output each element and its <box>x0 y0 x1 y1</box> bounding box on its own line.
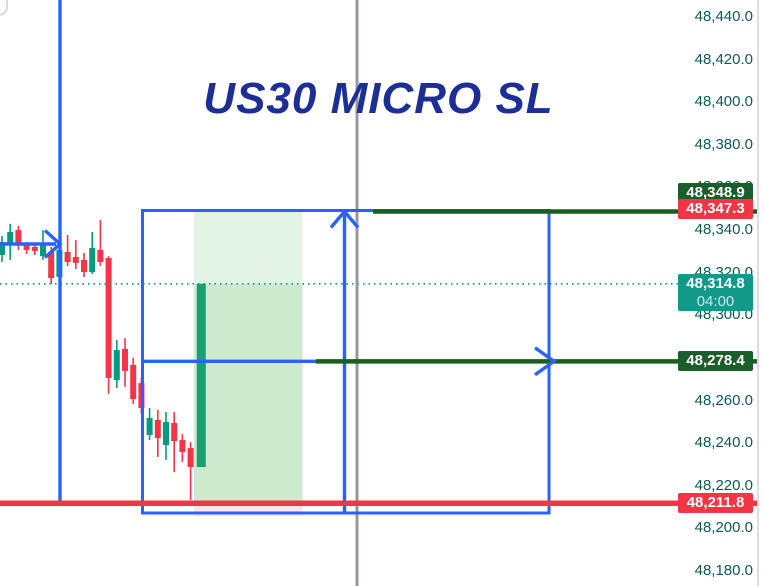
arrow-left-entry-head[interactable] <box>43 229 63 259</box>
axis-badge-price: 48,348.9 <box>686 184 745 202</box>
candle-body <box>122 348 128 371</box>
axis-badge-price: 48,347.3 <box>686 200 745 218</box>
axis-badge: 48,348.9 <box>678 183 753 204</box>
candle-body <box>130 364 137 400</box>
axis-badge-price: 48,211.8 <box>686 494 745 512</box>
candle-body <box>171 422 178 442</box>
axis-tick: 48,440.0 <box>694 8 753 25</box>
axis-tick: 48,200.0 <box>694 519 753 537</box>
axis-badge: 48,211.8 <box>678 493 753 514</box>
candle-body <box>163 422 169 446</box>
candle-body <box>23 244 30 250</box>
candle-body <box>81 259 87 273</box>
projection-zone-risk[interactable] <box>194 505 303 517</box>
candle-body <box>97 249 104 263</box>
arrow-up-head[interactable] <box>329 208 360 229</box>
axis-tick: 48,260.0 <box>694 391 753 409</box>
candle-body <box>40 243 46 257</box>
axis-tick: 48,380.0 <box>694 135 753 153</box>
candle-body <box>15 230 22 244</box>
candle-body <box>187 448 194 468</box>
axis-tick: 48,420.0 <box>694 50 753 68</box>
axis-right-border <box>757 0 759 586</box>
axis-badge-price: 48,314.8 <box>686 275 745 293</box>
candle-body <box>64 252 71 263</box>
candle-body <box>105 257 112 378</box>
axis-badge: 48,278.4 <box>678 351 753 372</box>
axis-badge: 48,314.8 04:00 <box>678 274 753 312</box>
candle-body <box>179 439 186 453</box>
axis-tick: 48,220.0 <box>694 476 753 494</box>
live-candle <box>196 283 206 468</box>
candle-body <box>31 246 38 251</box>
candle-body <box>146 418 153 436</box>
candle-body <box>0 242 5 256</box>
candle-body <box>72 256 79 263</box>
axis-badge-price: 48,278.4 <box>686 352 745 370</box>
projection-zone-upper[interactable] <box>194 211 303 284</box>
axis-tick: 48,180.0 <box>694 562 753 579</box>
candle-body <box>7 231 14 245</box>
axis-badge: 48,347.3 <box>678 199 753 220</box>
axis-badge-countdown: 04:00 <box>696 293 735 311</box>
candle-body <box>89 247 96 273</box>
axis-tick: 48,340.0 <box>694 221 753 239</box>
axis-tick: 48,240.0 <box>694 434 753 452</box>
candle-body <box>48 252 55 279</box>
arrow-right-head[interactable] <box>534 346 557 377</box>
chart-title-annotation[interactable]: US30 MICRO SL <box>203 74 554 123</box>
price-axis[interactable]: 48,440.048,420.048,400.048,380.048,360.0… <box>677 0 764 586</box>
candle-body <box>113 350 120 381</box>
axis-tick: 48,400.0 <box>694 93 753 111</box>
candle-body <box>154 419 161 439</box>
projection-zone-lower[interactable] <box>194 284 303 501</box>
